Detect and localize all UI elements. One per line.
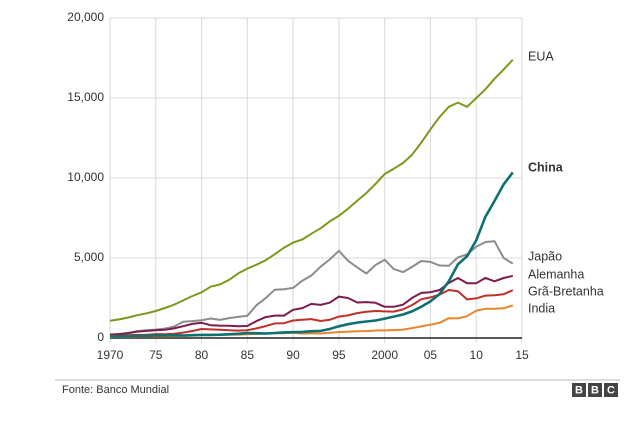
x-tick-label: 95 [332,348,346,362]
y-tick-label: 15,000 [67,90,104,104]
series-line [109,240,514,336]
source: Fonte: Banco Mundial [62,384,169,396]
logo-box [572,383,586,397]
x-tick-label: 80 [195,348,209,362]
y-tick-label: 5,000 [74,250,104,264]
series-label: Alemanha [528,267,584,281]
series-label: Japão [528,249,562,263]
series-label: Grã-Bretanha [528,284,604,298]
logo-letter: C [607,384,615,396]
x-tick-label: 05 [424,348,438,362]
series-line [109,171,514,338]
y-tick-label: 20,000 [67,10,104,24]
x-tick-label: 1970 [97,348,124,362]
series-line [109,289,514,337]
x-tick-label: 75 [149,348,163,362]
x-tick-label: 15 [515,348,529,362]
series-line [109,59,514,322]
x-tick-label: 2000 [371,348,398,362]
logo-letter: B [591,384,599,396]
series-label: China [528,160,564,174]
logo-box [604,383,618,397]
x-tick-label: 90 [286,348,300,362]
logo-letter: B [575,384,583,396]
series-label: India [528,301,555,315]
y-tick-label: 10,000 [67,170,104,184]
logo-box [588,383,602,397]
x-tick-label: 85 [241,348,255,362]
y-tick-label: 0 [97,330,104,344]
series-label: EUA [528,49,554,63]
x-tick-label: 10 [470,348,484,362]
